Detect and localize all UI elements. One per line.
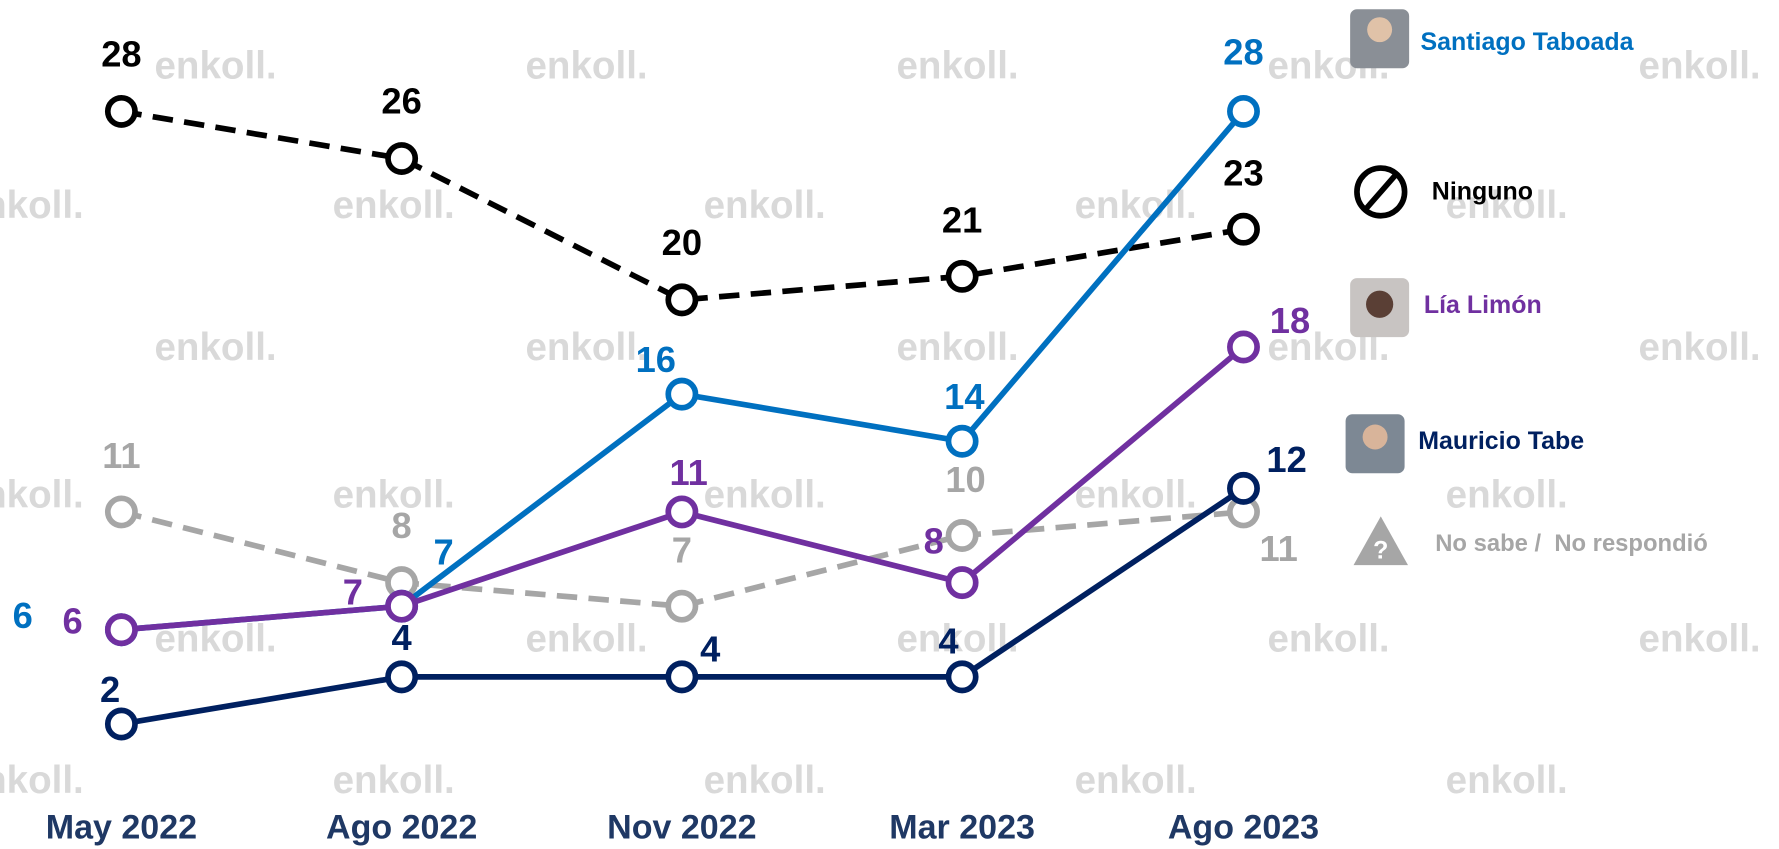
data-label: 20: [662, 222, 702, 263]
point: [945, 660, 979, 694]
point: [1227, 212, 1260, 246]
data-label: 14: [944, 376, 984, 417]
watermark: enkoll.: [704, 473, 826, 516]
watermark: enkoll.: [704, 759, 826, 802]
watermark: enkoll.: [1446, 473, 1568, 516]
point: [945, 424, 979, 458]
x-tick-label: Ago 2023: [1168, 809, 1319, 847]
point: [1227, 471, 1260, 505]
watermark: enkoll.: [1639, 326, 1761, 369]
legend-label: Mauricio Tabe: [1418, 427, 1584, 455]
legend-photo-face: [1367, 17, 1393, 43]
data-label: 28: [1223, 31, 1263, 72]
watermark: enkoll.: [0, 759, 84, 802]
data-label: 11: [669, 452, 707, 493]
data-label: 7: [434, 532, 454, 573]
watermark: enkoll.: [1075, 473, 1197, 516]
point: [1227, 330, 1260, 364]
watermark: enkoll.: [525, 326, 647, 369]
watermark: enkoll.: [154, 44, 276, 87]
watermark: enkoll.: [896, 44, 1018, 87]
series-line: [120, 509, 1244, 610]
watermark: enkoll.: [525, 617, 647, 660]
point: [1227, 94, 1260, 128]
watermark: enkoll.: [1075, 759, 1197, 802]
point: [665, 283, 699, 317]
legend-icon: [1354, 165, 1408, 219]
watermark: enkoll.: [1639, 617, 1761, 660]
legend-icon: [1362, 171, 1399, 212]
watermark: enkoll.: [1446, 184, 1568, 227]
data-label: 6: [63, 601, 83, 642]
watermark: enkoll.: [0, 473, 84, 516]
point: [665, 495, 699, 529]
point: [665, 589, 699, 623]
point: [104, 94, 138, 128]
data-label: 16: [636, 339, 676, 380]
point: [104, 707, 138, 741]
point: [945, 259, 979, 293]
watermark: enkoll.: [333, 759, 455, 802]
point: [665, 660, 699, 694]
point: [104, 613, 138, 647]
data-label: 21: [942, 200, 982, 241]
legend-label: No sabe / No respondió: [1435, 530, 1708, 557]
data-label: 6: [13, 595, 33, 636]
point: [385, 660, 419, 694]
data-label: 7: [343, 571, 363, 612]
data-label: 8: [924, 521, 944, 562]
watermark: enkoll.: [704, 184, 826, 227]
point: [945, 519, 979, 552]
data-label: 4: [938, 621, 958, 662]
watermark: enkoll.: [0, 184, 84, 227]
point: [945, 566, 979, 600]
watermark: enkoll.: [1267, 617, 1389, 660]
legend: ? Santiago Taboada Ninguno Lía Limón Mauric…: [1345, 9, 1708, 566]
data-label: 18: [1270, 300, 1310, 341]
x-tick-label: Mar 2023: [889, 809, 1035, 847]
data-label: 23: [1223, 152, 1263, 193]
watermark: enkoll.: [1639, 44, 1761, 87]
data-label: 26: [381, 81, 421, 122]
data-label: 7: [672, 529, 692, 570]
watermark: enkoll.: [333, 184, 455, 227]
watermark: enkoll.: [333, 473, 455, 516]
legend-photo-face: [1362, 424, 1388, 450]
data-label: 2: [100, 669, 120, 710]
point: [104, 495, 138, 529]
data-label: 28: [101, 34, 141, 75]
x-tick-label: May 2022: [46, 809, 197, 847]
data-label: 4: [392, 617, 412, 658]
legend-label: Ninguno: [1432, 178, 1533, 206]
watermark: enkoll.: [896, 326, 1018, 369]
data-label: 12: [1266, 439, 1306, 480]
data-label: 4: [700, 628, 720, 669]
legend-icon-mark: ?: [1373, 536, 1388, 564]
point: [385, 142, 419, 175]
watermark: enkoll.: [525, 44, 647, 87]
point: [665, 377, 699, 411]
point: [385, 589, 419, 623]
plot: May 2022 Ago 2022 Nov 2022 Mar 2023 Ago 2023…: [13, 31, 1320, 846]
data-label: 11: [1259, 528, 1297, 569]
legend-photo-face: [1366, 290, 1394, 318]
legend-icon: [1353, 516, 1408, 566]
data-label: 11: [102, 435, 140, 476]
data-label: 8: [392, 505, 412, 546]
watermark: enkoll.: [1446, 759, 1568, 802]
legend-label: Lía Limón: [1424, 291, 1542, 319]
watermarks: enkoll. enkoll. enkoll. enkoll. enkoll. enkol…: [0, 44, 1761, 802]
data-label: 10: [945, 459, 985, 500]
watermark: enkoll.: [154, 326, 276, 369]
x-tick-label: Ago 2022: [326, 809, 477, 847]
x-tick-label: Nov 2022: [607, 809, 756, 847]
legend-label: Santiago Taboada: [1420, 28, 1634, 56]
